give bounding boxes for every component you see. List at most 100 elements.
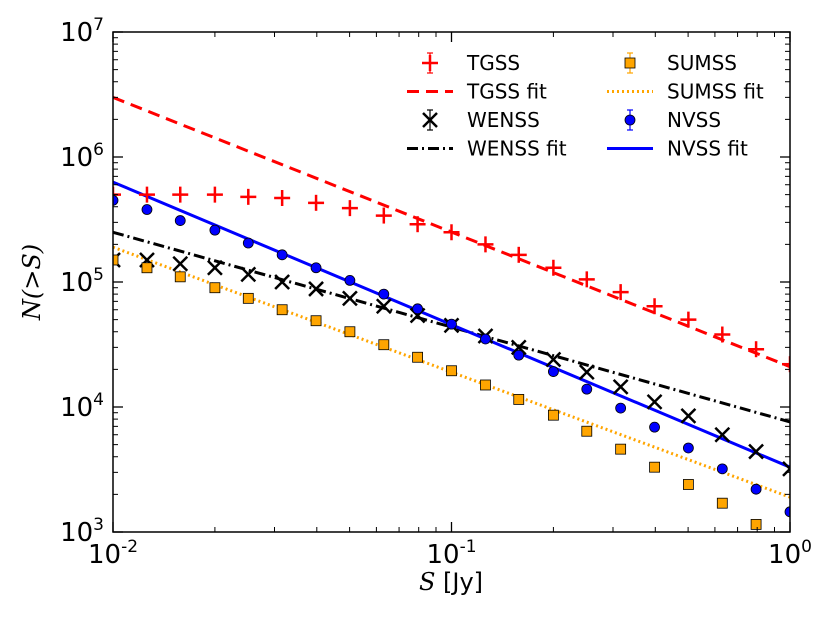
point-sumss-2 bbox=[174, 271, 186, 283]
point-wenss-13 bbox=[545, 351, 562, 368]
point-nvss-4 bbox=[242, 237, 254, 249]
point-sumss-19 bbox=[750, 519, 762, 530]
y-tick-label-3-exp: 6 bbox=[93, 140, 104, 160]
point-wenss-16 bbox=[646, 393, 663, 410]
point-sumss-16 bbox=[649, 461, 660, 473]
point-tgss-2 bbox=[172, 186, 189, 203]
point-sumss-14 bbox=[581, 425, 593, 437]
point-wenss-13-b bbox=[545, 351, 562, 368]
y-tick-label-0: 103 bbox=[60, 515, 104, 548]
point-wenss-12 bbox=[510, 339, 527, 356]
point-sumss-4 bbox=[242, 292, 254, 304]
point-sumss-1 bbox=[141, 262, 153, 274]
point-tgss-8 bbox=[375, 207, 392, 224]
legend-item-tgss: TGSS bbox=[422, 51, 520, 75]
point-wenss-5-b bbox=[274, 274, 291, 290]
y-tick-label-1-base: 10 bbox=[60, 393, 93, 423]
point-nvss-19 bbox=[750, 483, 762, 495]
y-tick-label-2-base: 10 bbox=[60, 268, 93, 298]
point-tgss-20 bbox=[782, 356, 790, 373]
point-sumss-11 bbox=[480, 379, 491, 391]
point-sumss-17 bbox=[682, 479, 694, 490]
x-tick-label-0-base: 10 bbox=[88, 540, 121, 570]
point-wenss-3-b bbox=[207, 259, 223, 276]
point-wenss-19-b bbox=[748, 443, 764, 460]
point-wenss-7-b bbox=[342, 290, 358, 307]
y-tick-label-0-exp: 3 bbox=[93, 515, 104, 535]
point-nvss-3 bbox=[209, 224, 221, 236]
point-wenss-15 bbox=[612, 378, 629, 395]
legend-marker-tgss bbox=[422, 55, 438, 71]
point-tgss-11 bbox=[477, 236, 494, 253]
x-tick-label-2-exp: 0 bbox=[801, 537, 812, 557]
point-tgss-15 bbox=[612, 284, 629, 301]
legend-item-wenss-fit: WENSS fit bbox=[407, 137, 567, 161]
point-wenss-19 bbox=[748, 443, 764, 460]
point-nvss-6 bbox=[310, 262, 322, 274]
series-tgss bbox=[113, 186, 790, 373]
point-tgss-3 bbox=[206, 186, 223, 203]
x-axis-label: S [Jy] bbox=[419, 568, 483, 596]
plot-inner bbox=[113, 95, 790, 530]
legend: TGSS TGSS fit WENSS WENSS fit SUMSS SUMSS fit… bbox=[407, 51, 764, 161]
y-tick-label-1-exp: 4 bbox=[93, 390, 104, 410]
point-tgss-10 bbox=[443, 224, 460, 241]
point-wenss-16-b bbox=[646, 393, 663, 410]
point-nvss-10 bbox=[446, 318, 457, 330]
point-wenss-2 bbox=[172, 255, 189, 272]
y-tick-label-4-base: 10 bbox=[60, 18, 93, 48]
y-tick-label-1: 104 bbox=[60, 390, 104, 423]
point-wenss-18 bbox=[714, 426, 731, 443]
y-tick-label-4: 107 bbox=[60, 15, 104, 48]
point-nvss-13 bbox=[547, 366, 559, 377]
point-nvss-12 bbox=[513, 349, 525, 361]
point-nvss-0 bbox=[113, 194, 119, 206]
legend-marker-wenss-b bbox=[422, 112, 438, 128]
x-axis-unit: [Jy] bbox=[443, 568, 483, 596]
point-tgss-4 bbox=[240, 188, 257, 205]
legend-label-tgss: TGSS bbox=[466, 51, 520, 75]
legend-item-nvss-fit: NVSS fit bbox=[607, 137, 748, 161]
point-sumss-18 bbox=[716, 497, 728, 509]
point-wenss-6-b bbox=[308, 281, 324, 297]
x-tick-label-2: 100 bbox=[768, 537, 812, 570]
point-sumss-7 bbox=[344, 326, 356, 338]
point-sumss-3 bbox=[209, 282, 221, 294]
point-nvss-5 bbox=[276, 249, 288, 261]
point-wenss-2-b bbox=[172, 255, 189, 272]
x-tick-label-0-exp: -2 bbox=[121, 537, 138, 557]
x-tick-label-2-base: 10 bbox=[768, 540, 801, 570]
point-tgss-16 bbox=[646, 298, 663, 315]
point-sumss-12 bbox=[513, 394, 525, 405]
point-wenss-8 bbox=[375, 298, 392, 315]
point-sumss-0 bbox=[113, 254, 119, 266]
point-wenss-6 bbox=[308, 281, 324, 297]
point-wenss-15-b bbox=[612, 378, 629, 395]
legend-label-nvss: NVSS bbox=[667, 108, 721, 132]
point-nvss-17 bbox=[682, 442, 694, 454]
point-nvss-2 bbox=[174, 215, 186, 226]
legend-marker-wenss bbox=[422, 112, 438, 128]
point-nvss-14 bbox=[581, 383, 593, 395]
point-wenss-3 bbox=[207, 259, 223, 276]
point-tgss-7 bbox=[341, 200, 358, 217]
x-tick-label-1-base: 10 bbox=[426, 540, 459, 570]
point-sumss-9 bbox=[412, 351, 423, 363]
point-nvss-16 bbox=[649, 421, 660, 433]
legend-label-nvss-fit: NVSS fit bbox=[667, 137, 748, 161]
point-wenss-17-b bbox=[680, 407, 697, 424]
point-nvss-20 bbox=[784, 506, 790, 518]
y-tick-label-4-exp: 7 bbox=[93, 15, 104, 35]
point-sumss-8 bbox=[378, 339, 390, 351]
y-tick-label-2-exp: 5 bbox=[93, 265, 104, 285]
point-nvss-7 bbox=[344, 274, 356, 286]
point-nvss-1 bbox=[141, 204, 153, 215]
point-wenss-4 bbox=[240, 266, 257, 283]
point-tgss-13 bbox=[545, 259, 562, 276]
point-nvss-18 bbox=[716, 463, 728, 475]
point-tgss-18 bbox=[714, 326, 731, 343]
legend-item-wenss: WENSS bbox=[422, 108, 540, 132]
point-tgss-12 bbox=[510, 246, 527, 263]
x-axis-variable: S bbox=[419, 568, 435, 596]
